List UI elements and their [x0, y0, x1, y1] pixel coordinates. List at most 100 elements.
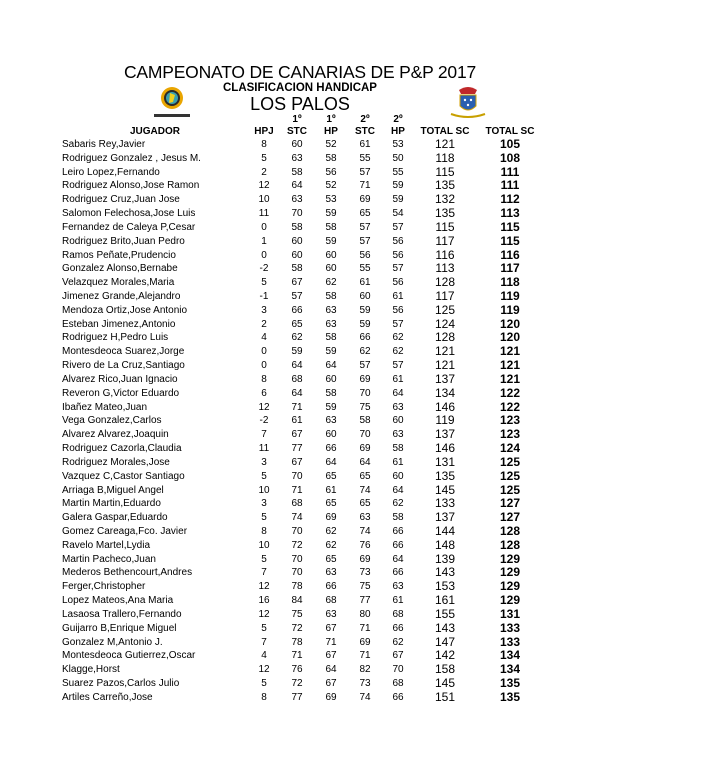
cell-r2-hp: 67: [392, 650, 404, 662]
cell-r1-hp: 58: [325, 221, 337, 233]
cell-total-sc: 121: [434, 344, 456, 359]
cell-total-sc-handicap: 123: [499, 427, 521, 442]
cell-total-sc: 139: [434, 551, 456, 566]
cell-r1-stc: 70: [291, 525, 303, 537]
cell-r1-stc: 63: [291, 152, 303, 164]
cell-total-sc: 125: [434, 302, 456, 317]
table-row: Galera Gaspar,Eduardo 5 74 69 63 58 137 127: [0, 510, 702, 526]
cell-total-sc: 146: [434, 441, 456, 456]
cell-r1-hp: 59: [325, 208, 337, 220]
header-player: JUGADOR: [129, 126, 180, 137]
cell-total-sc-handicap: 125: [499, 468, 521, 483]
cell-player-name: Guijarro B,Enrique Miguel: [62, 622, 177, 634]
cell-r2-stc: 71: [359, 650, 371, 662]
cell-hpj: 3: [261, 498, 267, 510]
cell-r1-hp: 64: [325, 664, 337, 676]
cell-hpj: 6: [261, 387, 267, 399]
cell-r2-hp: 66: [392, 691, 404, 703]
cell-r2-hp: 68: [392, 677, 404, 689]
cell-r1-stc: 74: [291, 512, 303, 524]
cell-r2-stc: 65: [359, 470, 371, 482]
cell-player-name: Ravelo Martel,Lydia: [62, 539, 151, 551]
cell-total-sc: 128: [434, 330, 456, 345]
cell-r1-hp: 64: [325, 360, 337, 372]
table-row: Reveron G,Victor Eduardo 6 64 58 70 64 134 122: [0, 386, 702, 402]
table-row: Martin Martin,Eduardo 3 68 65 65 62 133 127: [0, 496, 702, 512]
cell-total-sc: 145: [434, 675, 456, 690]
cell-r2-hp: 64: [392, 553, 404, 565]
table-row: Vega Gonzalez,Carlos -2 61 63 58 60 119 123: [0, 413, 702, 429]
cell-player-name: Galera Gaspar,Eduardo: [62, 512, 168, 524]
cell-r1-stc: 58: [291, 263, 303, 275]
cell-r2-stc: 55: [359, 263, 371, 275]
table-row: Esteban Jimenez,Antonio 2 65 63 59 57 124 120: [0, 317, 702, 333]
table-row: Gomez Careaga,Fco. Javier 8 70 62 74 66 144 128: [0, 523, 702, 540]
cell-hpj: 2: [261, 166, 267, 178]
table-row: Mendoza Ortiz,Jose Antonio 3 66 63 59 56 125 11…: [0, 302, 702, 319]
cell-r1-hp: 63: [325, 415, 337, 427]
cell-r1-stc: 72: [291, 622, 303, 634]
cell-r1-stc: 70: [291, 208, 303, 220]
cell-total-sc: 133: [434, 496, 456, 511]
cell-r1-stc: 57: [291, 291, 303, 303]
cell-r2-stc: 56: [359, 249, 371, 261]
cell-player-name: Reveron G,Victor Eduardo: [62, 387, 180, 399]
canarias-coat-of-arms-icon: [450, 87, 486, 118]
cell-r1-hp: 65: [325, 498, 337, 510]
cell-r1-hp: 58: [325, 387, 337, 399]
cell-total-sc: 137: [434, 510, 456, 525]
cell-r2-stc: 69: [359, 194, 371, 206]
cell-r1-stc: 67: [291, 277, 303, 289]
cell-total-sc: 132: [434, 192, 456, 207]
table-row: Ramos Peñate,Prudencio 0 60 60 56 56 116 116: [0, 248, 702, 264]
header-r1-stc: STC: [287, 126, 307, 137]
cell-r2-hp: 61: [392, 456, 404, 468]
cell-total-sc-handicap: 128: [499, 523, 521, 538]
cell-total-sc: 145: [434, 482, 456, 497]
cell-r2-hp: 61: [392, 291, 404, 303]
cell-r1-hp: 59: [325, 401, 337, 413]
cell-r2-hp: 61: [392, 595, 404, 607]
cell-player-name: Velazquez Morales,Maria: [62, 277, 175, 289]
table-row: Alvarez Alvarez,Joaquin 7 67 60 70 63 137 123: [0, 427, 702, 443]
cell-player-name: Mendoza Ortiz,Jose Antonio: [62, 304, 188, 316]
cell-r2-hp: 57: [392, 221, 404, 233]
cell-hpj: 7: [261, 429, 267, 441]
cell-r1-stc: 84: [291, 595, 303, 607]
cell-total-sc-handicap: 119: [500, 302, 520, 317]
cell-r2-hp: 53: [392, 139, 404, 150]
cell-player-name: Lasaosa Trallero,Fernando: [62, 608, 182, 620]
table-row: Vazquez C,Castor Santiago 5 70 65 65 60 135 125: [0, 468, 702, 485]
table-row: Rivero de La Cruz,Santiago 0 64 64 57 57 121 12…: [0, 358, 702, 374]
cell-r2-stc: 80: [359, 608, 371, 620]
cell-player-name: Gomez Careaga,Fco. Javier: [62, 525, 188, 537]
cell-r1-hp: 62: [325, 539, 337, 551]
cell-total-sc: 119: [435, 413, 455, 428]
cell-r1-stc: 77: [291, 691, 303, 703]
cell-total-sc: 113: [435, 261, 455, 276]
cell-r2-hp: 64: [392, 484, 404, 496]
cell-r2-stc: 64: [359, 456, 371, 468]
cell-total-sc-handicap: 135: [499, 689, 521, 704]
cell-player-name: Gonzalez Alonso,Bernabe: [62, 263, 178, 275]
cell-r2-stc: 73: [359, 567, 371, 579]
table-row: Rodriguez H,Pedro Luis 4 62 58 66 62 128 120: [0, 330, 702, 346]
document-subtitle: CLASIFICACION HANDICAP: [223, 82, 377, 94]
cell-r2-stc: 65: [359, 208, 371, 220]
cell-r2-stc: 69: [359, 443, 371, 455]
cell-total-sc-handicap: 123: [499, 413, 521, 428]
cell-r1-stc: 71: [291, 484, 303, 496]
cell-r2-hp: 57: [392, 318, 404, 330]
cell-r1-stc: 58: [291, 166, 303, 178]
cell-r2-hp: 60: [392, 470, 404, 482]
cell-player-name: Montesdeoca Gutierrez,Oscar: [62, 650, 196, 662]
cell-total-sc-handicap: 127: [499, 496, 521, 511]
cell-player-name: Rodriguez Gonzalez , Jesus M.: [62, 152, 201, 164]
cell-player-name: Ramos Peñate,Prudencio: [62, 249, 176, 261]
cell-r1-stc: 71: [291, 650, 303, 662]
cell-r1-hp: 61: [325, 484, 337, 496]
cell-hpj: 5: [261, 152, 267, 164]
table-row: Ferger,Christopher 12 78 66 75 63 153 129: [0, 579, 702, 595]
cell-player-name: Rodriguez Cruz,Juan Jose: [62, 194, 180, 206]
table-row: Jimenez Grande,Alejandro -1 57 58 60 61 117 119: [0, 289, 702, 305]
